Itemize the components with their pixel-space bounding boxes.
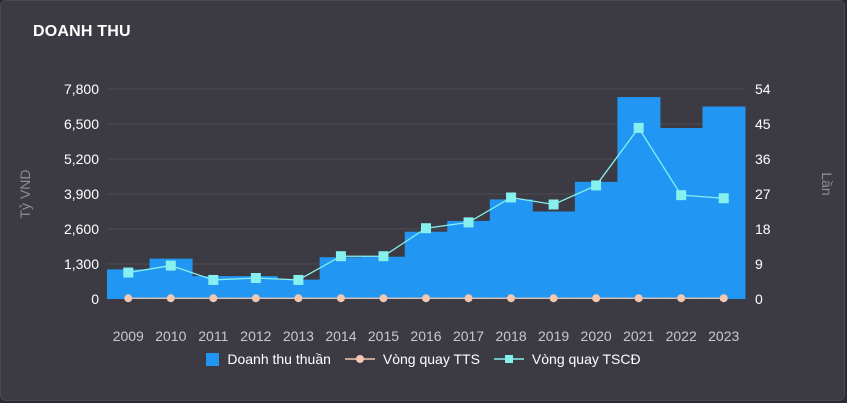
y-right-tick-label: 0 xyxy=(755,291,763,307)
card-title: DOANH THU xyxy=(33,23,131,40)
tts-point xyxy=(634,294,643,303)
legend-label-revenue: Doanh thu thuần xyxy=(227,351,331,367)
legend-label-tscd: Vòng quay TSCĐ xyxy=(531,351,641,367)
revenue-bar xyxy=(532,211,576,299)
x-tick-label: 2023 xyxy=(708,328,739,344)
tts-point xyxy=(677,294,686,303)
tts-point xyxy=(294,294,303,303)
tts-point xyxy=(422,294,430,303)
tscd-point xyxy=(676,190,687,201)
tscd-point xyxy=(633,122,644,133)
x-tick-label: 2019 xyxy=(538,328,569,344)
y-left-tick-label: 2,600 xyxy=(64,221,99,237)
y-left-tick-label: 3,900 xyxy=(64,186,99,202)
tts-point xyxy=(379,294,388,303)
y-right-axis-title: Lần xyxy=(819,172,835,195)
legend-swatch-tts xyxy=(344,355,375,363)
chart-legend: Doanh thu thuần Vòng quay TTS Vòng quay … xyxy=(0,351,847,367)
y-right-tick-label: 9 xyxy=(755,256,763,272)
tts-point xyxy=(124,294,133,303)
y-right-tick-label: 27 xyxy=(755,186,771,202)
revenue-bar xyxy=(659,128,703,299)
y-right-tick-label: 45 xyxy=(755,116,771,132)
revenue-bar xyxy=(319,257,363,299)
tts-point xyxy=(507,294,516,303)
y-right-tick-label: 36 xyxy=(755,151,771,167)
y-left-tick-label: 1,300 xyxy=(64,256,99,272)
tts-point xyxy=(336,294,345,303)
legend-item-revenue[interactable]: Doanh thu thuần xyxy=(206,351,331,367)
legend-swatch-bar xyxy=(206,352,220,366)
tscd-point xyxy=(378,251,389,262)
legend-item-tscd[interactable]: Vòng quay TSCĐ xyxy=(493,351,641,367)
y-left-axis-title: Tỷ VND xyxy=(17,170,33,219)
y-left-tick-label: 7,800 xyxy=(64,81,99,97)
y-left-tick-label: 6,500 xyxy=(64,116,99,132)
tscd-point xyxy=(421,223,431,234)
x-tick-label: 2022 xyxy=(666,328,697,344)
tts-point xyxy=(549,294,558,303)
tts-point xyxy=(209,294,218,303)
tscd-point xyxy=(165,260,176,271)
x-tick-label: 2018 xyxy=(495,328,526,344)
revenue-bar xyxy=(447,220,491,299)
revenue-bar xyxy=(234,276,278,299)
tts-point xyxy=(592,294,601,303)
tscd-point xyxy=(506,192,517,203)
x-tick-label: 2009 xyxy=(113,328,144,344)
x-tick-label: 2010 xyxy=(155,328,186,344)
tts-point xyxy=(719,294,728,303)
legend-item-tts[interactable]: Vòng quay TTS xyxy=(344,351,480,367)
y-left-tick-label: 5,200 xyxy=(64,151,99,167)
x-tick-label: 2020 xyxy=(581,328,612,344)
tscd-point xyxy=(335,251,346,262)
x-tick-label: 2021 xyxy=(623,328,654,344)
x-tick-label: 2017 xyxy=(453,328,484,344)
tts-point xyxy=(166,294,175,303)
tts-point xyxy=(464,294,473,303)
legend-label-tts: Vòng quay TTS xyxy=(382,351,480,367)
x-tick-label: 2011 xyxy=(198,328,228,344)
tscd-point xyxy=(718,193,729,204)
tscd-point xyxy=(463,217,474,228)
x-tick-label: 2015 xyxy=(368,328,399,344)
x-tick-label: 2016 xyxy=(410,328,441,344)
y-right-tick-label: 54 xyxy=(755,81,771,97)
x-tick-label: 2014 xyxy=(325,328,356,344)
revenue-bar xyxy=(362,256,406,299)
y-right-tick-label: 18 xyxy=(755,221,771,237)
tscd-point xyxy=(548,199,559,210)
tscd-point xyxy=(250,273,261,283)
x-tick-label: 2013 xyxy=(283,328,314,344)
y-left-tick-label: 0 xyxy=(91,291,99,307)
tscd-point xyxy=(293,274,304,285)
revenue-bar xyxy=(489,199,533,299)
x-tick-label: 2012 xyxy=(240,328,271,344)
tts-point xyxy=(251,294,260,303)
revenue-bar xyxy=(574,181,618,299)
revenue-bar xyxy=(192,276,236,299)
revenue-bar xyxy=(404,231,448,299)
revenue-bar xyxy=(277,279,321,299)
legend-swatch-tscd xyxy=(493,355,524,363)
tscd-point xyxy=(208,274,219,285)
tscd-point xyxy=(591,180,602,191)
tscd-point xyxy=(123,267,134,278)
